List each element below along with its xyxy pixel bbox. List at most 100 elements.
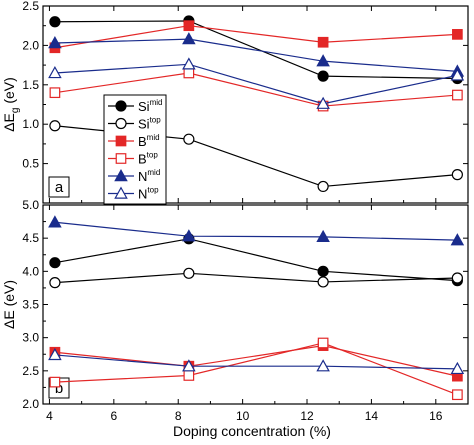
panel-a: 0.5 1.0 1.5 2.0 2.5 ΔEg (eV) a	[1, 0, 469, 204]
data-point	[451, 272, 463, 284]
y-tick-label: 3.0	[22, 331, 39, 345]
legend-marker	[114, 169, 128, 182]
x-tick-label: 6	[110, 409, 117, 423]
legend-entry: Sitop	[108, 116, 161, 132]
y-tick-label: 5.0	[22, 198, 39, 212]
data-point	[48, 347, 62, 361]
y-tick-label: 4.5	[22, 231, 39, 245]
legend-label: Simid	[138, 98, 162, 114]
series-3	[49, 340, 463, 382]
data-point	[183, 133, 195, 145]
legend-marker	[115, 100, 127, 112]
data-point	[317, 276, 329, 288]
x-tick-label: 14	[365, 409, 379, 423]
legend-marker	[115, 117, 127, 130]
legend-label: Bmid	[138, 133, 160, 149]
series-line	[54, 345, 458, 377]
data-point	[48, 36, 62, 49]
data-point	[183, 370, 195, 381]
data-point	[49, 87, 61, 99]
data-point	[317, 180, 329, 193]
series-line	[54, 221, 458, 241]
x-tick-label: 16	[429, 409, 443, 423]
series-2	[49, 267, 463, 289]
series-5	[48, 215, 465, 246]
data-point	[317, 70, 329, 82]
legend-entry: Bmid	[108, 133, 160, 149]
series-3	[49, 20, 463, 54]
y-tick-label: 1.0	[22, 117, 39, 131]
data-point	[317, 337, 329, 349]
legend-entry: Btop	[108, 151, 158, 167]
data-point	[183, 67, 195, 79]
y-tick-label: 3.5	[22, 298, 39, 312]
series-line	[54, 63, 458, 105]
data-point	[317, 36, 329, 48]
legend-marker	[115, 135, 127, 147]
data-point	[451, 169, 463, 181]
series-line	[54, 25, 458, 49]
x-axis-label: Doping concentration (%)	[173, 423, 331, 439]
series-4	[49, 337, 463, 401]
data-point	[182, 57, 196, 70]
data-point	[316, 359, 330, 372]
data-point	[182, 359, 196, 372]
y-tick-label: 2.0	[22, 38, 39, 52]
legend-marker	[115, 153, 127, 164]
data-point	[450, 68, 465, 81]
data-point	[452, 29, 463, 40]
series-line	[54, 38, 458, 73]
legend-box	[103, 94, 167, 205]
data-point	[49, 257, 61, 269]
y-tick-label: 1.5	[22, 78, 39, 92]
panel-label: a	[55, 179, 64, 196]
series-line	[54, 238, 458, 282]
data-point	[316, 54, 330, 67]
legend-label: Nmid	[138, 168, 160, 184]
panel-b: 2.0 2.5 3.0 3.5 4.0 4.5 5.0 4 6 8 10 12 14 16 ΔE (eV) b	[1, 198, 469, 423]
data-point	[452, 389, 463, 401]
y-tick-label: 2.0	[22, 397, 39, 411]
y-axis-label: ΔEg (eV)	[1, 77, 21, 132]
series-line	[54, 354, 458, 370]
legend-label: Ntop	[138, 186, 159, 202]
data-point	[182, 32, 196, 45]
data-point	[48, 65, 62, 79]
x-tick-label: 10	[236, 409, 250, 423]
y-tick-label: 2.5	[22, 0, 39, 13]
y-tick-label: 4.0	[22, 264, 39, 278]
x-tick-label: 8	[175, 409, 182, 423]
data-point	[49, 120, 61, 132]
series-line	[54, 72, 458, 107]
legend-entry: Nmid	[108, 168, 160, 184]
legend-label: Btop	[138, 151, 158, 167]
data-point	[316, 229, 330, 243]
y-tick-label: 0.5	[22, 157, 39, 171]
y-tick-label: 2.5	[22, 364, 39, 378]
legend-marker	[114, 186, 128, 199]
series-line	[54, 20, 458, 80]
data-point	[182, 229, 196, 242]
data-point	[452, 89, 463, 101]
y-axis-label: ΔE (eV)	[1, 280, 17, 329]
series-line	[54, 342, 458, 396]
panel-label: b	[55, 380, 63, 397]
legend-label: Sitop	[138, 116, 161, 132]
data-point	[450, 361, 465, 375]
x-tick-label: 12	[300, 409, 314, 423]
data-point	[183, 267, 195, 279]
data-point	[49, 16, 61, 28]
panel-label-box	[48, 176, 70, 198]
series-line	[54, 272, 458, 284]
data-point	[317, 265, 329, 277]
series-6	[48, 57, 465, 109]
data-point	[49, 277, 61, 289]
data-point	[183, 20, 195, 32]
series-6	[48, 347, 465, 375]
data-point	[48, 215, 62, 228]
data-point	[450, 233, 465, 246]
legend-entry: Ntop	[108, 186, 159, 202]
legend-entry: Simid	[108, 98, 162, 114]
